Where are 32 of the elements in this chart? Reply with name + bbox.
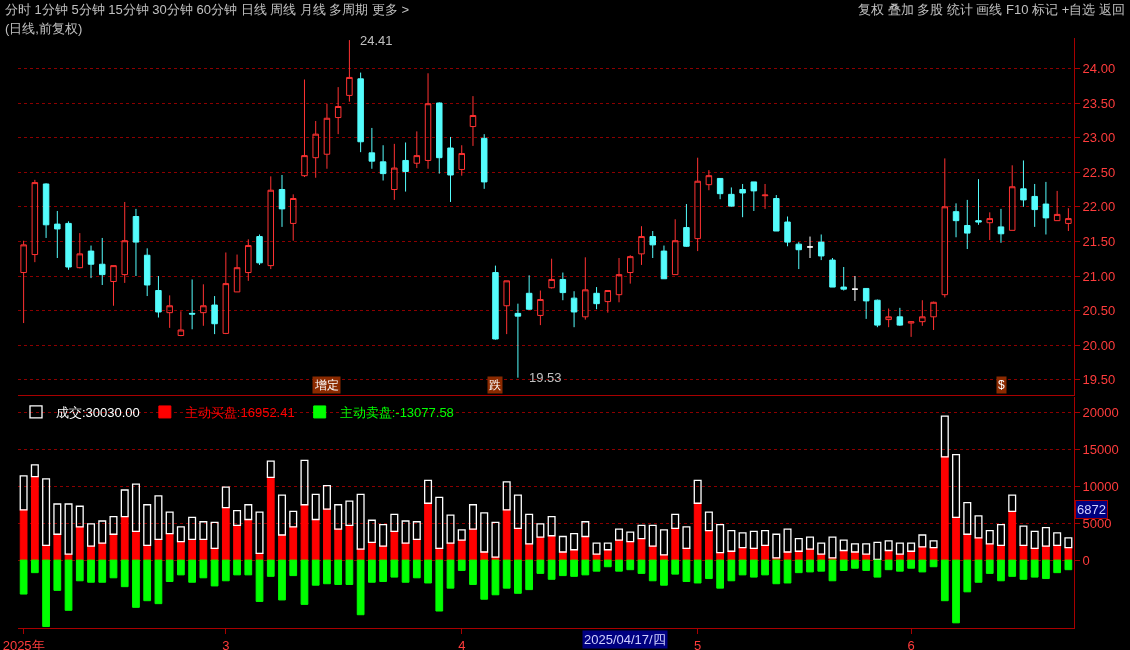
legend-label: 主动买盘:16952.41 bbox=[184, 405, 295, 421]
annotation: 增定 bbox=[314, 378, 339, 392]
y-tick-label: 20.00 bbox=[1082, 337, 1116, 353]
annotation: 6872 bbox=[1077, 502, 1106, 517]
y-tick-label: 23.50 bbox=[1082, 95, 1116, 111]
y-tick-label: 22.00 bbox=[1082, 199, 1116, 215]
y-tick-label: 20.50 bbox=[1082, 303, 1116, 319]
x-tick-label: 6 bbox=[907, 637, 915, 650]
legend-label: 成交:30030.00 bbox=[56, 405, 140, 421]
y-tick-label: 10000 bbox=[1082, 478, 1119, 494]
x-tick-label: 4 bbox=[458, 637, 466, 650]
y-tick-label: 15000 bbox=[1082, 441, 1119, 457]
y-tick-label: 0 bbox=[1082, 552, 1090, 568]
annotation: 19.53 bbox=[529, 370, 562, 385]
y-tick-label: 19.50 bbox=[1082, 372, 1116, 388]
annotation: 24.41 bbox=[360, 33, 393, 48]
text: 2025/04/17/四 bbox=[584, 632, 666, 647]
legend-label: 主动卖盘:-13077.58 bbox=[339, 405, 454, 421]
y-tick-label: 21.00 bbox=[1082, 268, 1116, 284]
x-tick-label: 3 bbox=[222, 637, 230, 650]
annotation: $ bbox=[998, 378, 1005, 392]
y-tick-label: 5000 bbox=[1082, 515, 1112, 531]
y-tick-label: 24.00 bbox=[1082, 60, 1116, 76]
y-tick-label: 22.50 bbox=[1082, 164, 1116, 180]
annotation: 跌 bbox=[489, 378, 501, 392]
text: 复权 叠加 多股 统计 画线 F10 标记 +自选 返回 bbox=[858, 2, 1125, 17]
chart-title: (日线,前复权) bbox=[5, 21, 83, 36]
y-tick-label: 20000 bbox=[1082, 405, 1119, 421]
y-tick-label: 21.50 bbox=[1082, 233, 1116, 249]
x-tick-label: 5 bbox=[694, 637, 702, 650]
y-tick-label: 23.00 bbox=[1082, 130, 1116, 146]
text: 分时 1分钟 5分钟 15分钟 30分钟 60分钟 日线 周线 月线 多周期 更多 > bbox=[5, 2, 410, 17]
